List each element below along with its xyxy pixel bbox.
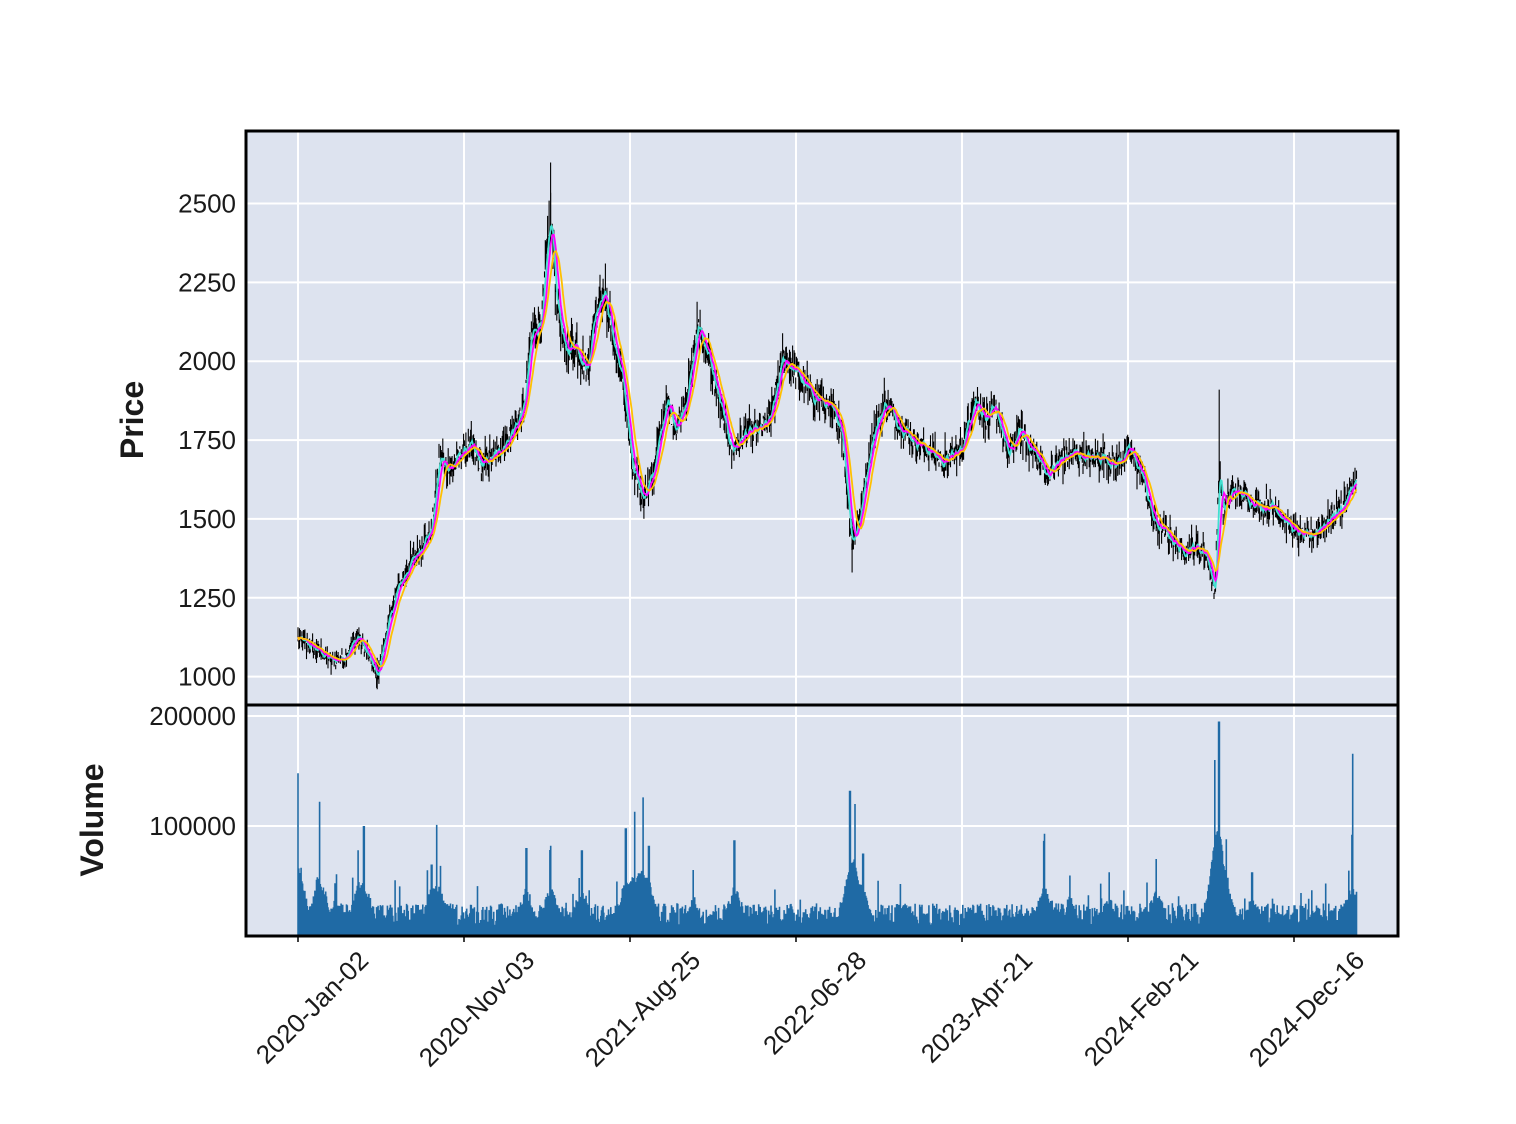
x-tick-label: 2020-Nov-03 [413,945,541,1073]
price-tick-label: 2000 [178,346,236,376]
x-axis: 2020-Jan-02 2020-Nov-03 2021-Aug-25 2022-06… [250,936,1370,1073]
volume-axis-title: Volume [74,763,110,876]
volume-bars [297,721,1358,936]
volume-tick-label: 200000 [149,701,236,731]
price-tick-label: 1750 [178,425,236,455]
x-tick-label: 2021-Aug-25 [579,945,707,1073]
price-tick-label: 1000 [178,662,236,692]
x-tick-label: 2023-Apr-21 [915,945,1038,1068]
volume-panel-frame [244,703,1400,938]
price-tick-label: 2250 [178,267,236,297]
moving-average-line-2 [297,233,1358,672]
price-panel-background [246,131,1398,705]
volume-tick-label: 100000 [149,811,236,841]
x-tick-label: 2020-Jan-02 [250,945,374,1069]
price-tick-label: 1500 [178,504,236,534]
x-tick-label: 2024-Feb-21 [1078,945,1204,1071]
price-axis-title: Price [114,381,150,459]
volume-panel: 100000 200000 [149,701,1400,938]
x-tick-label: 2022-06-28 [757,945,872,1060]
price-tick-label: 2500 [178,189,236,219]
moving-average-line-3 [297,250,1358,668]
price-tick-label: 1250 [178,583,236,613]
price-panel: 1000 1250 1500 1750 2000 2250 2500 [178,129,1400,707]
x-tick-label: 2024-Dec-16 [1243,945,1371,1073]
